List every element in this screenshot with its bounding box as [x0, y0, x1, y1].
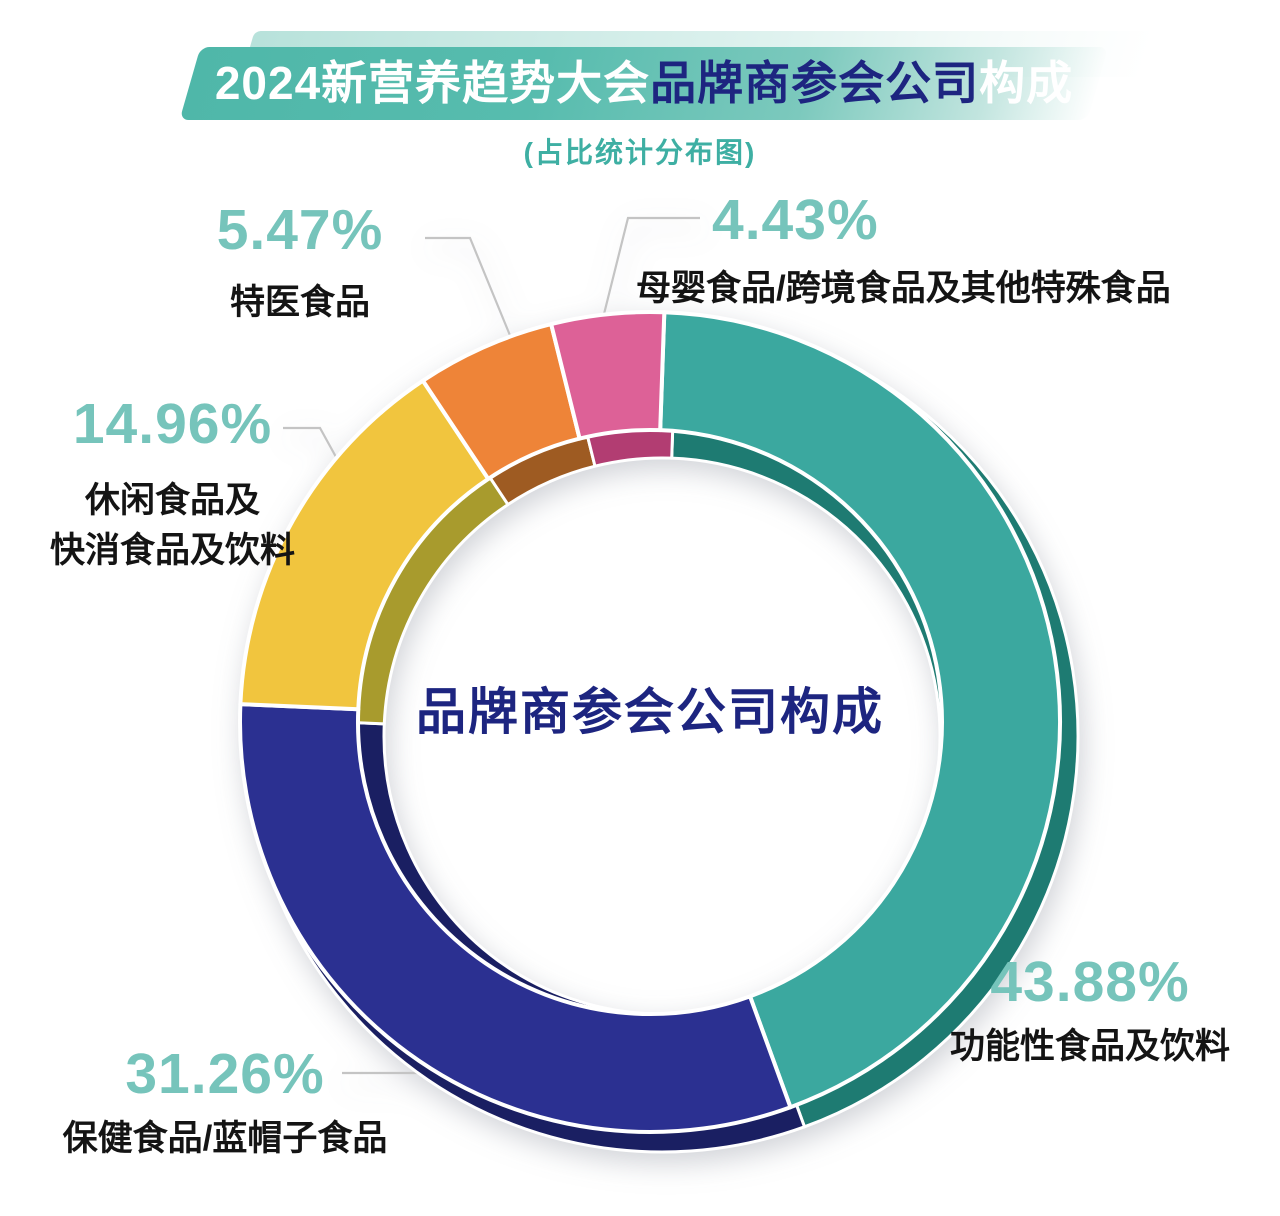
title-part-composition: 构成	[979, 57, 1074, 109]
pct-xiuxian: 14.96%	[72, 392, 273, 456]
title-part-conference: 2024新营养趋势大会	[214, 57, 651, 109]
label-muying: 母婴食品/跨境食品及其他特殊食品	[636, 269, 1171, 308]
pct-teyi: 5.47%	[216, 198, 384, 262]
callout-xiuxian: 14.96% 休闲食品及 快消食品及饮料	[20, 394, 325, 576]
donut-slice-0	[658, 310, 1062, 1110]
title-banner: 2024新营养趋势大会品牌商参会公司构成	[179, 47, 1109, 120]
callout-muying: 4.43% 母婴食品/跨境食品及其他特殊食品	[636, 190, 1206, 314]
title-part-brands: 品牌商参会公司	[650, 57, 980, 109]
donut-main-ring	[238, 310, 1062, 1134]
label-teyi: 特医食品	[229, 283, 370, 322]
donut-slice-4	[549, 310, 667, 441]
pct-muying: 4.43%	[712, 188, 879, 252]
chart-subtitle: (占比统计分布图)	[523, 137, 757, 168]
donut-center-label: 品牌商参会公司构成	[416, 684, 884, 740]
callout-teyi: 5.47% 特医食品	[150, 200, 450, 328]
callout-baojian: 31.26% 保健食品/蓝帽子食品	[40, 1044, 410, 1164]
callout-gongneng: 43.88% 功能性食品及饮料	[920, 952, 1260, 1072]
label-xiuxian-line1: 休闲食品及	[84, 481, 260, 520]
leader-line-teyi	[425, 236, 518, 351]
label-xiuxian-line2: 快消食品及饮料	[49, 531, 295, 570]
label-baojian: 保健食品/蓝帽子食品	[62, 1119, 388, 1158]
leader-line-muying	[600, 216, 700, 323]
donut-slice-1	[238, 702, 793, 1134]
page-title: 2024新营养趋势大会品牌商参会公司构成	[190, 47, 1098, 120]
label-gongneng: 功能性食品及饮料	[949, 1027, 1230, 1066]
pct-gongneng: 43.88%	[990, 950, 1190, 1014]
pct-baojian: 31.26%	[125, 1042, 325, 1106]
